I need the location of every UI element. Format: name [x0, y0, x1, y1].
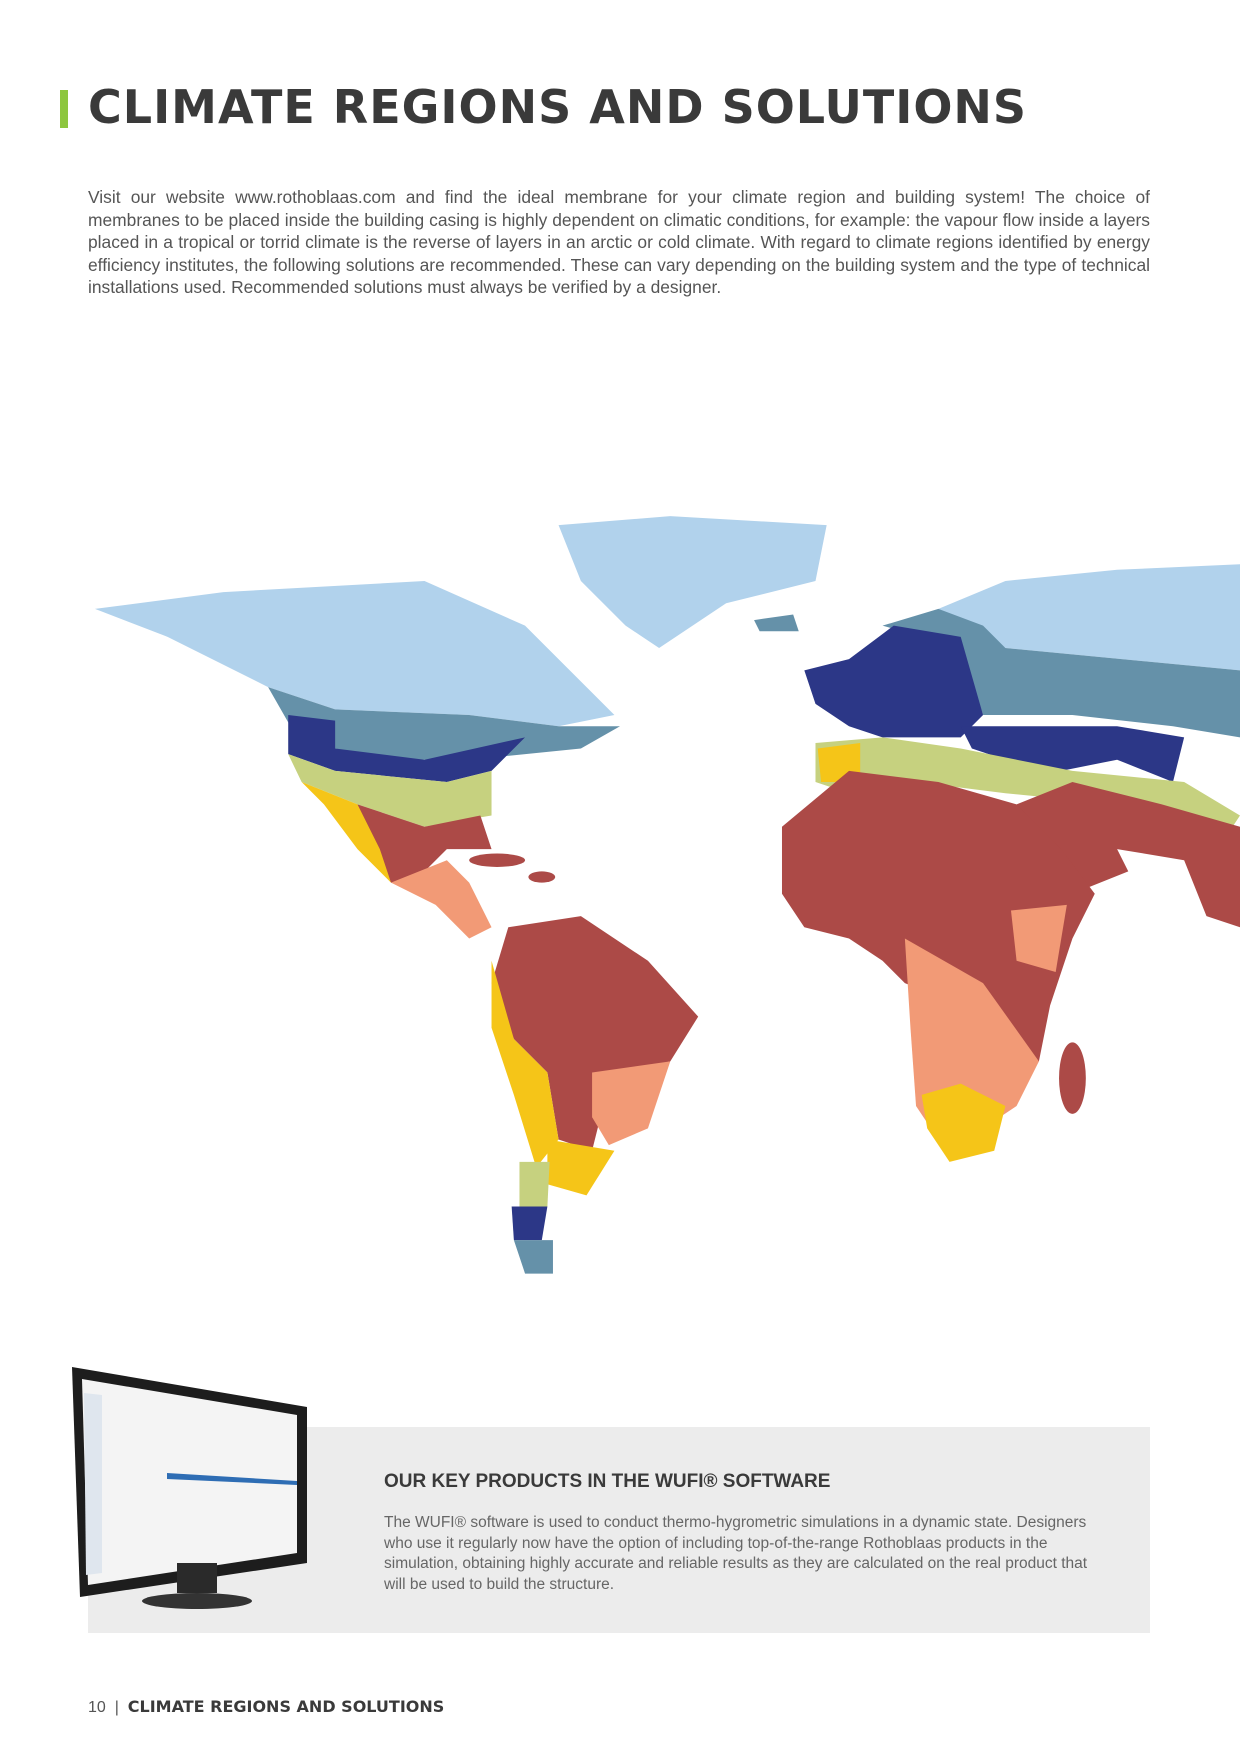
- title-accent: [60, 90, 68, 128]
- north-america: [94, 516, 827, 939]
- intro-text: Visit our website www.rothoblaas.com and…: [88, 187, 1150, 297]
- callout: OUR KEY PRODUCTS IN THE WUFI® SOFTWARE T…: [72, 1367, 1150, 1633]
- south-america: [491, 916, 699, 1274]
- monitor-icon: [72, 1367, 307, 1609]
- separator: |: [110, 1699, 124, 1716]
- footer: 10 | CLIMATE REGIONS AND SOLUTIONS: [88, 1697, 444, 1717]
- page-number: 10: [88, 1699, 106, 1716]
- callout-text: The WUFI® software is used to conduct th…: [384, 1514, 1088, 1593]
- africa: [781, 770, 1095, 1162]
- callout-title: OUR KEY PRODUCTS IN THE WUFI® SOFTWARE: [384, 1471, 831, 1492]
- eurasia: [804, 564, 1240, 928]
- footer-section: CLIMATE REGIONS AND SOLUTIONS: [127, 1697, 445, 1716]
- page-title: CLIMATE REGIONS AND SOLUTIONS: [88, 80, 1028, 134]
